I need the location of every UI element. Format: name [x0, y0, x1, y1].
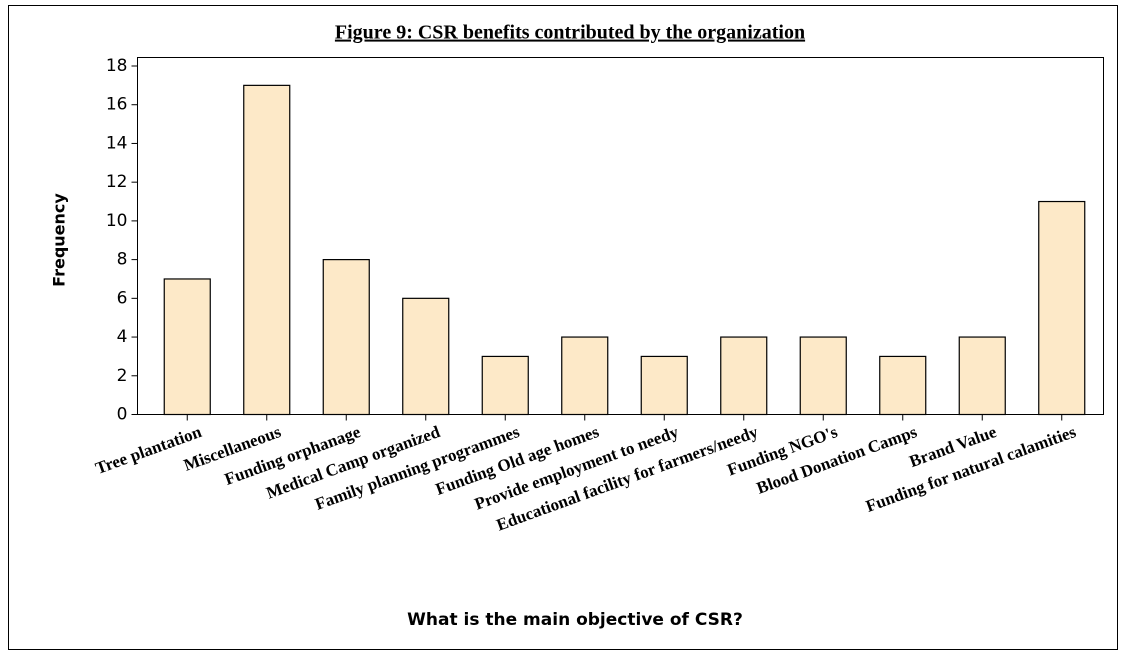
bar [481, 355, 529, 416]
bar [958, 336, 1006, 416]
y-tick-label: 6 [117, 288, 128, 308]
chart-title: Figure 9: CSR benefits contributed by th… [335, 22, 805, 44]
y-axis-label: Frequency [50, 193, 69, 287]
bar [163, 278, 211, 416]
plot-area [137, 57, 1104, 415]
y-tick-label: 4 [117, 327, 128, 347]
bar [322, 259, 370, 416]
bar [879, 355, 927, 416]
bar [243, 84, 291, 416]
y-tick-label: 0 [117, 405, 128, 425]
bar [799, 336, 847, 416]
y-tick-label: 18 [106, 56, 128, 76]
bar [1038, 200, 1086, 416]
y-tick-label: 10 [106, 211, 128, 231]
y-tick-label: 2 [117, 366, 128, 386]
y-tick-label: 14 [106, 133, 128, 153]
bar [640, 355, 688, 416]
y-tick-label: 8 [117, 250, 128, 270]
bar [561, 336, 609, 416]
bar [720, 336, 768, 416]
y-tick-label: 16 [106, 95, 128, 115]
x-axis-label: What is the main objective of CSR? [407, 610, 743, 630]
bar [402, 297, 450, 416]
y-tick-label: 12 [106, 172, 128, 192]
